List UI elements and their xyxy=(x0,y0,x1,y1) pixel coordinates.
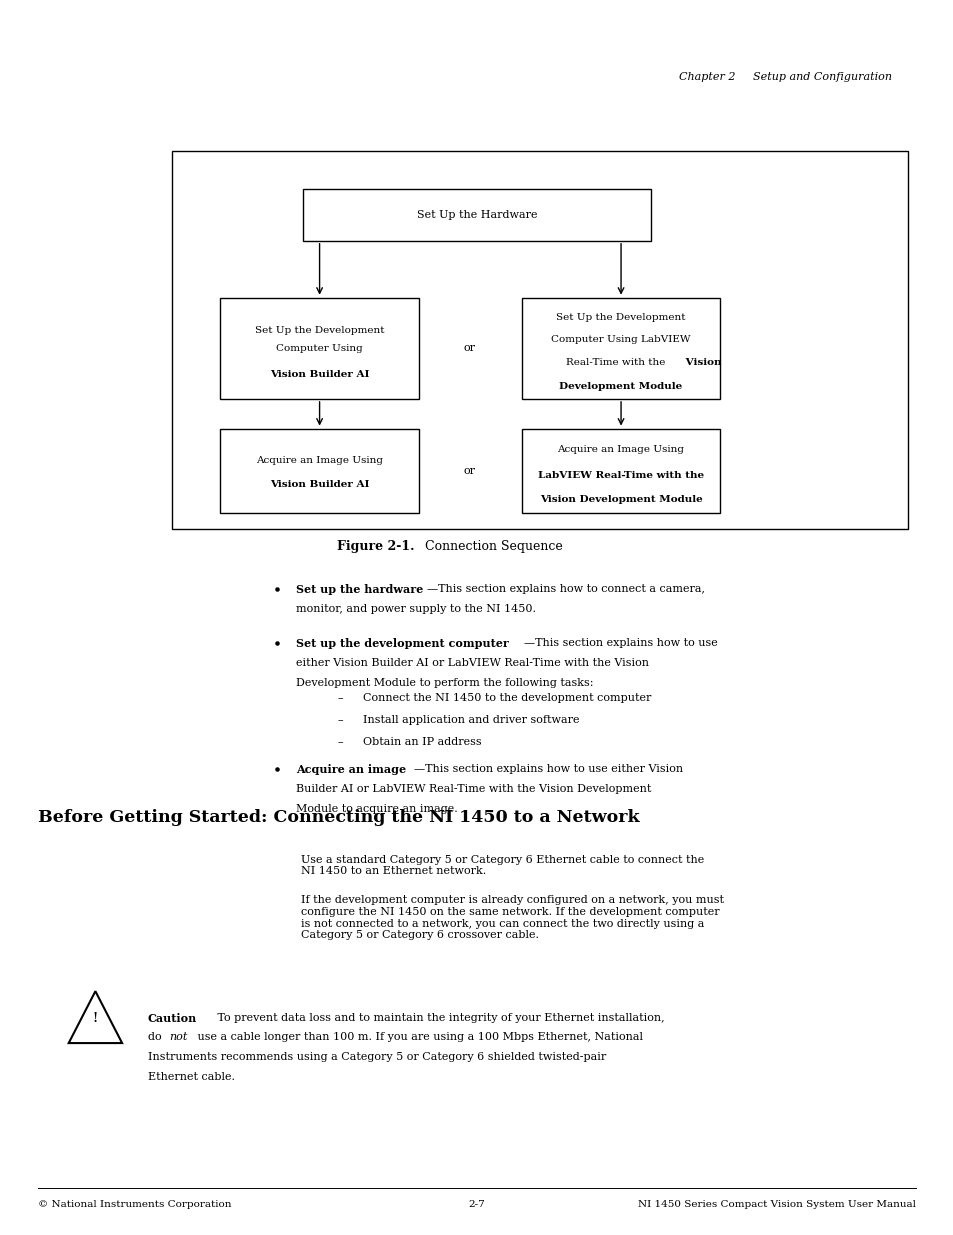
Text: Caution: Caution xyxy=(148,1013,197,1024)
Text: Connection Sequence: Connection Sequence xyxy=(416,540,562,553)
Text: use a cable longer than 100 m. If you are using a 100 Mbps Ethernet, National: use a cable longer than 100 m. If you ar… xyxy=(193,1032,642,1042)
Text: Ethernet cable.: Ethernet cable. xyxy=(148,1072,234,1082)
Text: Instruments recommends using a Category 5 or Category 6 shielded twisted-pair: Instruments recommends using a Category … xyxy=(148,1052,605,1062)
Text: NI 1450 Series Compact Vision System User Manual: NI 1450 Series Compact Vision System Use… xyxy=(638,1199,915,1209)
Text: Acquire an Image Using: Acquire an Image Using xyxy=(255,456,383,464)
Text: Builder AI or LabVIEW Real-Time with the Vision Development: Builder AI or LabVIEW Real-Time with the… xyxy=(295,784,651,794)
Text: Acquire an image: Acquire an image xyxy=(295,764,405,776)
Bar xyxy=(521,298,720,399)
Text: or: or xyxy=(463,466,475,475)
Bar xyxy=(220,429,418,513)
Text: Real-Time with the: Real-Time with the xyxy=(565,358,664,367)
Text: Connect the NI 1450 to the development computer: Connect the NI 1450 to the development c… xyxy=(362,693,650,703)
Text: —This section explains how to use: —This section explains how to use xyxy=(523,638,717,648)
Text: !: ! xyxy=(92,1013,98,1025)
Text: Set up the development computer: Set up the development computer xyxy=(295,638,508,650)
Text: Vision Development Module: Vision Development Module xyxy=(539,495,701,504)
Text: 2-7: 2-7 xyxy=(468,1199,485,1209)
Text: Set up the hardware: Set up the hardware xyxy=(295,584,422,595)
Text: –: – xyxy=(337,737,343,747)
Text: either Vision Builder AI or LabVIEW Real-Time with the Vision: either Vision Builder AI or LabVIEW Real… xyxy=(295,658,648,668)
Text: Obtain an IP address: Obtain an IP address xyxy=(362,737,480,747)
Bar xyxy=(220,298,418,399)
Text: Computer Using LabVIEW: Computer Using LabVIEW xyxy=(551,335,690,345)
Text: —This section explains how to connect a camera,: —This section explains how to connect a … xyxy=(427,584,704,594)
Text: Figure 2-1.: Figure 2-1. xyxy=(337,540,415,553)
Text: If the development computer is already configured on a network, you must
configu: If the development computer is already c… xyxy=(300,895,722,940)
Bar xyxy=(521,429,720,513)
Text: do: do xyxy=(148,1032,165,1042)
Text: —This section explains how to use either Vision: —This section explains how to use either… xyxy=(414,764,682,774)
Bar xyxy=(303,189,650,241)
Text: –: – xyxy=(337,693,343,703)
Text: To prevent data loss and to maintain the integrity of your Ethernet installation: To prevent data loss and to maintain the… xyxy=(207,1013,664,1023)
Text: Module to acquire an image.: Module to acquire an image. xyxy=(295,804,457,814)
Text: Set Up the Hardware: Set Up the Hardware xyxy=(416,210,537,220)
Text: Before Getting Started: Connecting the NI 1450 to a Network: Before Getting Started: Connecting the N… xyxy=(38,809,639,826)
Text: Vision Builder AI: Vision Builder AI xyxy=(270,369,369,379)
Text: Install application and driver software: Install application and driver software xyxy=(362,715,578,725)
Text: Vision: Vision xyxy=(681,358,720,367)
Text: Acquire an Image Using: Acquire an Image Using xyxy=(557,446,684,454)
Bar xyxy=(172,151,907,529)
Text: or: or xyxy=(463,343,475,353)
Text: LabVIEW Real-Time with the: LabVIEW Real-Time with the xyxy=(537,472,703,480)
Text: Computer Using: Computer Using xyxy=(276,343,362,353)
Text: not: not xyxy=(169,1032,187,1042)
Text: Vision Builder AI: Vision Builder AI xyxy=(270,480,369,489)
Text: –: – xyxy=(337,715,343,725)
Text: Development Module: Development Module xyxy=(558,382,682,390)
Text: Chapter 2     Setup and Configuration: Chapter 2 Setup and Configuration xyxy=(679,72,891,82)
Text: monitor, and power supply to the NI 1450.: monitor, and power supply to the NI 1450… xyxy=(295,604,536,614)
Text: Use a standard Category 5 or Category 6 Ethernet cable to connect the
NI 1450 to: Use a standard Category 5 or Category 6 … xyxy=(300,855,703,876)
Text: Development Module to perform the following tasks:: Development Module to perform the follow… xyxy=(295,678,593,688)
Text: Set Up the Development: Set Up the Development xyxy=(556,312,685,321)
Text: Set Up the Development: Set Up the Development xyxy=(254,326,384,336)
Text: © National Instruments Corporation: © National Instruments Corporation xyxy=(38,1199,232,1209)
